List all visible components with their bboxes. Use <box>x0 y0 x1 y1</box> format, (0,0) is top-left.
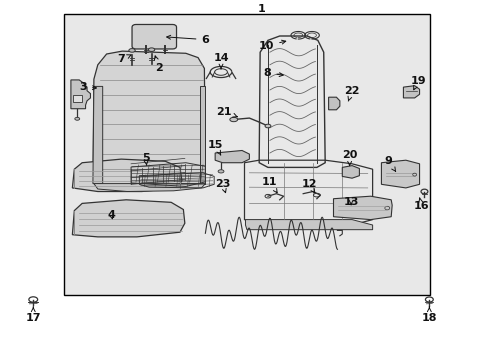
Bar <box>63 14 429 295</box>
Text: 17: 17 <box>25 307 41 323</box>
Polygon shape <box>93 51 205 184</box>
Text: 3: 3 <box>79 82 96 92</box>
Ellipse shape <box>218 170 224 173</box>
Polygon shape <box>245 220 372 230</box>
Text: 5: 5 <box>142 153 149 166</box>
Ellipse shape <box>229 117 237 122</box>
Text: 11: 11 <box>262 177 277 193</box>
Text: 2: 2 <box>154 56 163 73</box>
Text: 10: 10 <box>258 40 285 51</box>
Polygon shape <box>403 86 419 98</box>
Ellipse shape <box>264 124 270 128</box>
Text: 4: 4 <box>107 210 115 220</box>
Ellipse shape <box>129 49 135 52</box>
Polygon shape <box>71 80 90 109</box>
Text: 15: 15 <box>207 140 223 155</box>
Polygon shape <box>72 159 182 192</box>
Text: 6: 6 <box>166 35 209 45</box>
Text: 16: 16 <box>413 198 428 211</box>
Polygon shape <box>342 166 359 178</box>
Polygon shape <box>215 150 249 163</box>
Text: 22: 22 <box>344 86 359 101</box>
Polygon shape <box>94 184 205 192</box>
Text: 7: 7 <box>117 54 131 64</box>
Text: 18: 18 <box>421 307 436 323</box>
Text: 13: 13 <box>343 197 358 207</box>
Bar <box>73 95 82 102</box>
Polygon shape <box>328 97 339 110</box>
Polygon shape <box>381 160 419 188</box>
Text: 20: 20 <box>341 150 357 166</box>
Text: 14: 14 <box>213 53 228 69</box>
Ellipse shape <box>75 117 80 120</box>
Polygon shape <box>93 86 102 184</box>
Text: 1: 1 <box>257 4 265 14</box>
Polygon shape <box>72 200 184 237</box>
Text: 21: 21 <box>216 107 237 117</box>
FancyBboxPatch shape <box>132 24 176 49</box>
Text: 19: 19 <box>409 76 425 90</box>
Text: 9: 9 <box>384 156 395 171</box>
Polygon shape <box>199 86 205 184</box>
Text: 8: 8 <box>263 68 283 78</box>
Polygon shape <box>333 196 391 220</box>
Text: 12: 12 <box>301 179 316 193</box>
Text: 23: 23 <box>214 179 230 193</box>
Ellipse shape <box>148 48 154 51</box>
